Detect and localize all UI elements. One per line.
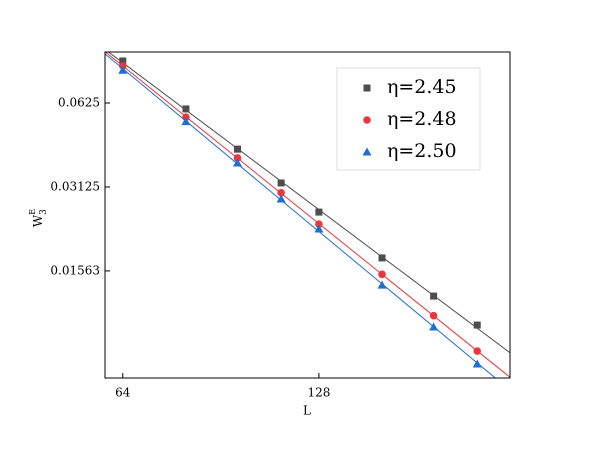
point [363, 84, 371, 92]
x-axis-label: L [303, 404, 311, 418]
point [378, 254, 386, 262]
x-tick-label: 128 [307, 386, 330, 400]
point [277, 179, 285, 187]
point [233, 158, 243, 167]
fit-line [107, 52, 510, 354]
y-label-sup: E [28, 209, 37, 215]
point [119, 57, 127, 65]
y-label-base: W [31, 214, 45, 227]
fit-line [105, 53, 497, 378]
point [430, 292, 438, 300]
y-axis-label: WE 3 [28, 209, 49, 227]
y-tick-label: 0.03125 [50, 179, 100, 193]
point [429, 322, 439, 331]
point [182, 105, 190, 113]
point [377, 280, 387, 289]
y-tick-label: 0.0625 [58, 95, 100, 109]
point [473, 321, 481, 329]
point [233, 154, 242, 162]
point [473, 347, 482, 355]
point [315, 220, 323, 228]
y-tick-label: 0.01563 [50, 263, 100, 277]
y-label-sub: 3 [39, 209, 49, 215]
x-tick-label: 64 [115, 386, 131, 400]
point [118, 65, 128, 74]
point [363, 116, 371, 124]
legend-label: η=2.45 [387, 76, 457, 98]
point [234, 145, 242, 153]
legend-box [336, 67, 481, 171]
point [378, 270, 386, 279]
point [276, 194, 286, 203]
point [277, 188, 285, 197]
point [429, 311, 438, 320]
point [315, 208, 323, 216]
point [362, 147, 372, 156]
fit-line [105, 52, 510, 378]
point [181, 117, 191, 126]
point [314, 224, 324, 233]
point [472, 359, 482, 368]
legend-label: η=2.48 [387, 108, 457, 130]
legend-label: η=2.50 [387, 140, 457, 162]
plot-frame [104, 51, 511, 379]
